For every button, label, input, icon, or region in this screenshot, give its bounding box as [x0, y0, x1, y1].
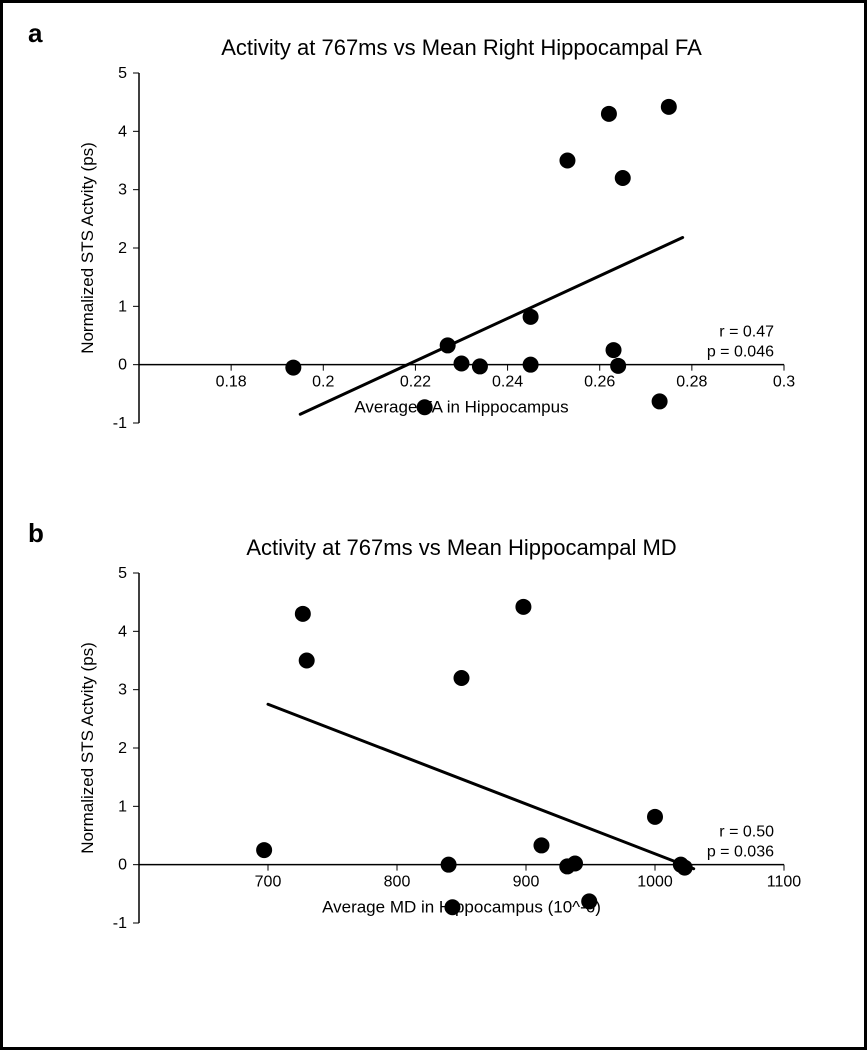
x-tick-label: 0.28 — [676, 374, 707, 391]
data-point — [676, 860, 692, 876]
data-point — [600, 106, 616, 122]
data-point — [533, 837, 549, 853]
y-tick-label: 3 — [118, 682, 127, 699]
data-point — [660, 99, 676, 115]
data-point — [522, 357, 538, 373]
stats-r: r = 0.47 — [719, 324, 774, 341]
data-point — [605, 342, 621, 358]
stats-p: p = 0.036 — [706, 844, 773, 861]
panel-a-label: a — [28, 18, 42, 49]
y-tick-label: 1 — [118, 798, 127, 815]
data-point — [439, 337, 455, 353]
x-axis-label: Average FA in Hippocampus — [354, 398, 568, 417]
stats-r: r = 0.50 — [719, 824, 774, 841]
y-tick-label: 3 — [118, 182, 127, 199]
y-tick-label: 5 — [118, 565, 127, 582]
data-point — [453, 670, 469, 686]
y-tick-label: -1 — [112, 915, 126, 932]
data-point — [567, 856, 583, 872]
x-tick-label: 800 — [383, 874, 410, 891]
y-tick-label: 2 — [118, 740, 127, 757]
x-tick-label: 0.3 — [772, 374, 794, 391]
y-tick-label: 2 — [118, 240, 127, 257]
x-tick-label: 0.26 — [584, 374, 615, 391]
y-tick-label: -1 — [112, 415, 126, 432]
data-point — [610, 358, 626, 374]
stats-p: p = 0.046 — [706, 344, 773, 361]
y-tick-label: 1 — [118, 298, 127, 315]
x-tick-label: 0.22 — [399, 374, 430, 391]
y-tick-label: 0 — [118, 357, 127, 374]
panel-a: a Activity at 767ms vs Mean Right Hippoc… — [43, 23, 824, 513]
data-point — [444, 899, 460, 915]
x-axis-label: Average MD in Hippocampus (10^-6) — [322, 898, 601, 917]
chart-title: Activity at 767ms vs Mean Hippocampal MD — [246, 535, 676, 560]
x-tick-label: 1100 — [766, 874, 801, 891]
x-tick-label: 0.24 — [492, 374, 523, 391]
data-point — [522, 309, 538, 325]
x-tick-label: 0.18 — [215, 374, 246, 391]
x-tick-label: 900 — [512, 874, 539, 891]
x-tick-label: 700 — [254, 874, 281, 891]
data-point — [256, 842, 272, 858]
data-point — [559, 153, 575, 169]
data-point — [581, 893, 597, 909]
x-tick-label: 1000 — [637, 874, 673, 891]
data-point — [440, 857, 456, 873]
data-point — [647, 809, 663, 825]
data-point — [453, 356, 469, 372]
data-point — [471, 358, 487, 374]
data-point — [515, 599, 531, 615]
data-point — [298, 653, 314, 669]
y-tick-label: 5 — [118, 65, 127, 82]
x-tick-label: 0.2 — [312, 374, 334, 391]
y-tick-label: 4 — [118, 123, 127, 140]
y-axis-label: Normalized STS Actvity (ps) — [78, 142, 97, 354]
trend-line — [268, 704, 694, 869]
panel-b-label: b — [28, 518, 44, 549]
figure-container: a Activity at 767ms vs Mean Right Hippoc… — [0, 0, 867, 1050]
data-point — [416, 399, 432, 415]
panel-b: b Activity at 767ms vs Mean Hippocampal … — [43, 523, 824, 1013]
data-point — [294, 606, 310, 622]
chart-a-svg: Activity at 767ms vs Mean Right Hippocam… — [54, 23, 814, 503]
data-point — [614, 170, 630, 186]
y-tick-label: 0 — [118, 857, 127, 874]
chart-title: Activity at 767ms vs Mean Right Hippocam… — [221, 35, 702, 60]
y-tick-label: 4 — [118, 623, 127, 640]
y-axis-label: Normalized STS Actvity (ps) — [78, 642, 97, 854]
data-point — [285, 360, 301, 376]
chart-b-svg: Activity at 767ms vs Mean Hippocampal MD… — [54, 523, 814, 1003]
data-point — [651, 393, 667, 409]
